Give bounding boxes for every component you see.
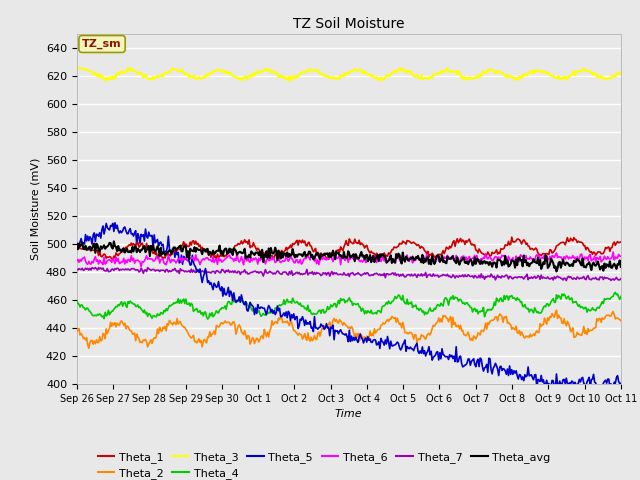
Line: Theta_6: Theta_6	[77, 252, 621, 267]
Theta_6	[520, 258, 527, 264]
Theta_5	[369, 339, 376, 345]
Theta_4	[73, 298, 81, 303]
Theta_5	[111, 220, 119, 226]
Line: Theta_5: Theta_5	[77, 223, 621, 389]
Theta_5	[398, 346, 406, 351]
Theta_7	[73, 266, 81, 272]
Theta_3	[520, 72, 527, 78]
Theta_avg	[617, 264, 625, 270]
Line: Theta_7: Theta_7	[77, 267, 621, 281]
Legend: Theta_1, Theta_2, Theta_3, Theta_4, Theta_5, Theta_6, Theta_7, Theta_avg: Theta_1, Theta_2, Theta_3, Theta_4, Thet…	[93, 447, 555, 480]
Line: Theta_2: Theta_2	[77, 310, 621, 348]
Theta_5	[617, 381, 625, 386]
Theta_5	[332, 328, 340, 334]
Theta_1	[336, 249, 344, 255]
Theta_7	[92, 264, 99, 270]
Theta_3	[73, 64, 81, 70]
Theta_2	[606, 313, 614, 319]
Theta_4	[336, 300, 344, 306]
Theta_6	[605, 256, 612, 262]
Theta_1	[369, 250, 376, 256]
Theta_avg	[369, 255, 376, 261]
Line: Theta_1: Theta_1	[77, 237, 621, 260]
Theta_4	[398, 297, 406, 303]
Theta_7	[398, 273, 406, 278]
Theta_2	[520, 335, 527, 340]
Line: Theta_4: Theta_4	[77, 292, 621, 319]
Theta_5	[533, 386, 541, 392]
Theta_5	[606, 385, 614, 391]
Theta_6	[332, 255, 340, 261]
Theta_2	[398, 325, 406, 331]
Theta_avg	[336, 252, 344, 258]
Theta_1	[521, 239, 529, 244]
Theta_7	[563, 278, 570, 284]
Theta_5	[520, 378, 527, 384]
Theta_1	[332, 248, 340, 253]
Theta_avg	[110, 239, 118, 244]
Theta_1	[606, 249, 614, 254]
Theta_2	[336, 317, 344, 323]
Theta_5	[336, 328, 344, 334]
Text: TZ_sm: TZ_sm	[82, 39, 122, 49]
Theta_6	[369, 258, 376, 264]
Theta_avg	[398, 261, 406, 266]
Theta_6	[138, 264, 145, 270]
Theta_1	[275, 257, 282, 263]
Theta_7	[617, 276, 625, 282]
Theta_6	[398, 253, 406, 259]
Line: Theta_avg: Theta_avg	[77, 241, 621, 272]
Theta_avg	[73, 241, 81, 247]
Theta_avg	[606, 258, 614, 264]
Theta_3	[376, 78, 384, 84]
Theta_2	[552, 307, 560, 313]
Theta_4	[520, 304, 527, 310]
Theta_2	[617, 318, 625, 324]
Theta_6	[609, 249, 617, 255]
Theta_avg	[552, 269, 560, 275]
Theta_7	[520, 276, 527, 282]
Theta_5	[73, 240, 81, 246]
Theta_avg	[520, 252, 527, 258]
Title: TZ Soil Moisture: TZ Soil Moisture	[293, 17, 404, 31]
Theta_7	[606, 276, 614, 282]
Theta_4	[204, 316, 211, 322]
Theta_3	[617, 69, 625, 75]
Theta_4	[617, 294, 625, 300]
Theta_4	[611, 289, 619, 295]
Theta_3	[398, 65, 406, 71]
Theta_3	[332, 76, 339, 82]
Theta_2	[369, 330, 376, 336]
Theta_7	[369, 272, 376, 277]
Theta_3	[367, 73, 375, 79]
Theta_6	[73, 258, 81, 264]
Theta_1	[398, 241, 406, 247]
Line: Theta_3: Theta_3	[77, 67, 621, 81]
Theta_1	[73, 245, 81, 251]
Theta_1	[508, 234, 516, 240]
Theta_3	[335, 75, 342, 81]
Theta_6	[336, 253, 344, 259]
Theta_2	[332, 317, 340, 323]
Theta_7	[332, 270, 340, 276]
Theta_4	[332, 304, 340, 310]
Theta_4	[605, 296, 612, 301]
Theta_2	[73, 329, 81, 335]
X-axis label: Time: Time	[335, 409, 363, 419]
Theta_7	[336, 271, 344, 277]
Theta_1	[617, 239, 625, 245]
Theta_avg	[332, 249, 340, 255]
Theta_4	[369, 311, 376, 316]
Theta_6	[617, 253, 625, 259]
Theta_2	[85, 345, 93, 351]
Theta_3	[605, 75, 612, 81]
Y-axis label: Soil Moisture (mV): Soil Moisture (mV)	[30, 157, 40, 260]
